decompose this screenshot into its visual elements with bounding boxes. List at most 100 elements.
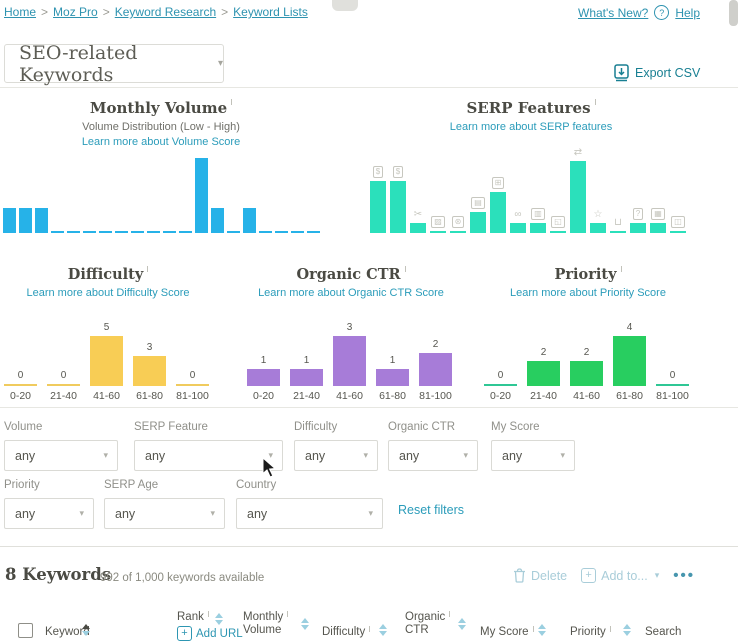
info-icon[interactable] bbox=[207, 611, 209, 617]
info-icon[interactable] bbox=[449, 611, 451, 617]
histogram-bar bbox=[47, 384, 80, 386]
sort-icon[interactable] bbox=[458, 618, 466, 630]
info-icon[interactable] bbox=[369, 626, 371, 632]
organic-ctr-filter-select[interactable]: any ▾ bbox=[388, 440, 478, 471]
country-filter-select[interactable]: any ▾ bbox=[236, 498, 383, 529]
column-header-priority[interactable]: Priority bbox=[570, 626, 611, 639]
breadcrumb-keyword-research[interactable]: Keyword Research bbox=[114, 5, 217, 19]
column-header-monthly-volume[interactable]: Monthly Volume bbox=[243, 611, 289, 637]
info-icon[interactable] bbox=[594, 99, 596, 105]
bucket-label: 21-40 bbox=[50, 390, 77, 402]
serp-feature-filter-select[interactable]: any ▾ bbox=[134, 440, 283, 471]
column-header-keyword[interactable]: Keyword bbox=[45, 626, 90, 638]
volume-bar bbox=[195, 158, 208, 233]
delete-label: Delete bbox=[531, 568, 568, 583]
difficulty-learn-more-link[interactable]: Learn more about Difficulty Score bbox=[26, 287, 190, 299]
serp-feature-slot: ? bbox=[630, 208, 646, 233]
serp-feature-slot: ▦ bbox=[650, 208, 666, 233]
select-all-checkbox[interactable] bbox=[18, 623, 33, 638]
scrollbar-thumb[interactable] bbox=[729, 0, 738, 26]
sort-icon[interactable] bbox=[215, 613, 223, 625]
bar-value-label: 3 bbox=[146, 342, 153, 353]
help-question-icon[interactable]: ? bbox=[654, 5, 670, 20]
reset-filters-link[interactable]: Reset filters bbox=[398, 503, 464, 517]
serp-feature-slot: ∞ bbox=[510, 209, 526, 233]
column-header-organic-ctr[interactable]: Organic CTR bbox=[405, 611, 451, 637]
delete-button[interactable]: Delete bbox=[513, 568, 567, 583]
link-icon: ∞ bbox=[514, 209, 522, 220]
organic-ctr-learn-more-link[interactable]: Learn more about Organic CTR Score bbox=[258, 287, 444, 299]
my-score-filter-select[interactable]: any ▾ bbox=[491, 440, 575, 471]
ads-top-icon: $ bbox=[372, 166, 384, 178]
serp-feature-slot: $ bbox=[390, 166, 406, 233]
related-searches-icon: ⇄ bbox=[573, 147, 583, 158]
info-icon[interactable] bbox=[287, 611, 289, 617]
priority-title: Priority bbox=[554, 266, 617, 283]
histogram-bar bbox=[570, 361, 603, 386]
serp-feature-slot: ▥ bbox=[530, 208, 546, 233]
info-icon[interactable] bbox=[609, 626, 611, 632]
sort-icon[interactable] bbox=[379, 624, 387, 636]
serp-feature-slot: ⊞ bbox=[490, 177, 506, 233]
export-csv-button[interactable]: Export CSV bbox=[614, 64, 700, 82]
serp-feature-slot: ▤ bbox=[470, 197, 486, 233]
news-icon: ▥ bbox=[531, 208, 545, 220]
volume-filter-select[interactable]: any ▾ bbox=[4, 440, 118, 471]
whats-new-link[interactable]: What's New? bbox=[578, 5, 649, 20]
serp-feature-bar bbox=[670, 231, 686, 233]
breadcrumb-home[interactable]: Home bbox=[4, 5, 37, 19]
chevron-down-icon: ▾ bbox=[268, 450, 273, 460]
bucket-label: 61-80 bbox=[136, 390, 163, 402]
volume-bar bbox=[275, 231, 288, 233]
sort-icon[interactable] bbox=[301, 618, 309, 630]
serp-feature-filter: SERP Feature any ▾ bbox=[134, 421, 283, 471]
breadcrumb-separator: > bbox=[221, 5, 229, 19]
info-icon[interactable] bbox=[532, 626, 534, 632]
more-menu-button[interactable]: ••• bbox=[673, 567, 695, 584]
bar-value-label: 0 bbox=[60, 370, 67, 381]
bar-value-label: 1 bbox=[303, 355, 310, 366]
export-csv-label: Export CSV bbox=[635, 66, 701, 80]
column-header-search[interactable]: Search bbox=[645, 626, 682, 638]
serp-features-chart-header: SERP Features Learn more about SERP feat… bbox=[370, 99, 692, 133]
volume-bar bbox=[291, 231, 304, 233]
divider bbox=[0, 87, 738, 88]
keyword-list-dropdown[interactable]: SEO-related Keywords ▾ bbox=[4, 42, 224, 86]
difficulty-filter-select[interactable]: any ▾ bbox=[294, 440, 378, 471]
priority-filter-select[interactable]: any ▾ bbox=[4, 498, 94, 529]
sort-icon[interactable] bbox=[82, 624, 90, 636]
histogram-slot: 2 81-100 bbox=[419, 339, 452, 402]
column-header-my-score[interactable]: My Score bbox=[480, 626, 534, 639]
histogram-bar bbox=[484, 384, 517, 386]
breadcrumb-moz-pro[interactable]: Moz Pro bbox=[53, 5, 98, 19]
histogram-slot: 2 41-60 bbox=[570, 347, 603, 402]
breadcrumb-keyword-lists[interactable]: Keyword Lists bbox=[233, 5, 308, 19]
histogram-bar bbox=[527, 361, 560, 386]
volume-bar bbox=[35, 208, 48, 233]
chevron-down-icon: ▾ bbox=[463, 450, 468, 460]
help-link[interactable]: Help bbox=[675, 5, 700, 20]
serp-age-filter-label: SERP Age bbox=[104, 479, 159, 491]
volume-bar bbox=[3, 208, 16, 233]
serp-features-learn-more-link[interactable]: Learn more about SERP features bbox=[449, 121, 613, 133]
info-icon[interactable] bbox=[147, 266, 149, 272]
add-to-button[interactable]: + Add to... ▾ bbox=[581, 568, 659, 583]
bucket-label: 81-100 bbox=[419, 390, 452, 402]
volume-bar bbox=[243, 208, 256, 233]
sort-icon[interactable] bbox=[538, 624, 546, 636]
info-icon[interactable] bbox=[404, 266, 406, 272]
info-icon[interactable] bbox=[231, 99, 233, 105]
serp-age-filter-select[interactable]: any ▾ bbox=[104, 498, 225, 529]
volume-score-learn-more-link[interactable]: Learn more about Volume Score bbox=[81, 136, 241, 148]
info-icon[interactable] bbox=[620, 266, 622, 272]
priority-learn-more-link[interactable]: Learn more about Priority Score bbox=[510, 287, 666, 299]
bar-value-label: 0 bbox=[497, 370, 504, 381]
histogram-bar bbox=[333, 336, 366, 386]
add-url-button[interactable]: + Add URL bbox=[177, 626, 243, 641]
histogram-slot: 0 81-100 bbox=[656, 370, 689, 402]
column-header-difficulty[interactable]: Difficulty bbox=[322, 626, 371, 639]
column-header-rank[interactable]: Rank bbox=[177, 611, 209, 624]
serp-feature-bar bbox=[450, 231, 466, 233]
serp-features-bars: $ $ ✂ ▨ ⊛ ▤ ⊞ ∞ ▥ ◱ ⇄ ☆ ⊔? ▦ ◫ bbox=[370, 146, 692, 233]
sort-icon[interactable] bbox=[623, 624, 631, 636]
